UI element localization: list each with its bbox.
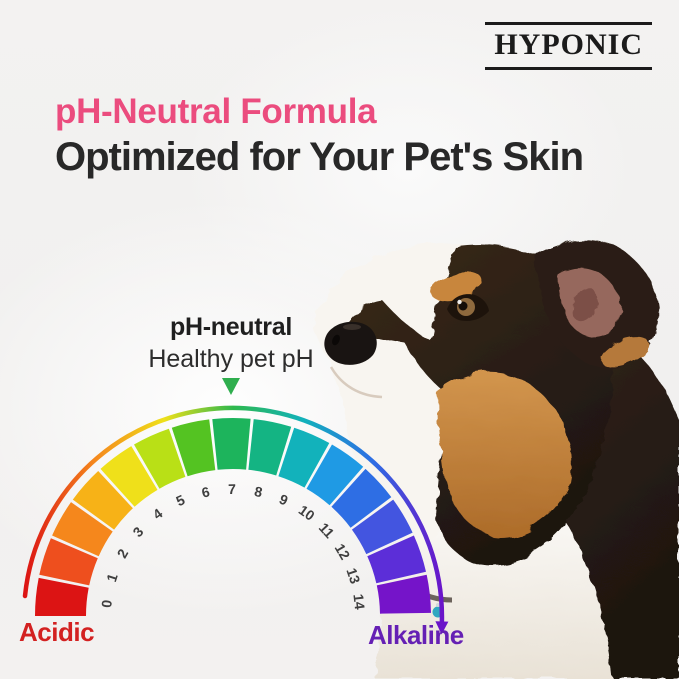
- dog-eyebrow-patch: [429, 271, 483, 301]
- ph-segment-9: [278, 427, 330, 488]
- ph-segment-13: [367, 535, 426, 584]
- headline-main: Optimized for Your Pet's Skin: [55, 135, 584, 179]
- ph-segment-14: [376, 574, 431, 614]
- ph-segment-2: [52, 502, 113, 557]
- ph-segment-12: [351, 499, 413, 555]
- gauge-rainbow-arc: [22, 405, 445, 624]
- ph-tick-label: 11: [316, 519, 338, 541]
- ph-segment-5: [134, 428, 186, 489]
- ph-tick-label: 0: [98, 599, 115, 609]
- ph-tick-label: 3: [129, 523, 146, 540]
- dog-eye-glint: [457, 299, 462, 305]
- ph-callout-title: pH-neutral: [169, 313, 292, 341]
- ph-segment-8: [248, 419, 292, 476]
- ph-segment-1: [39, 538, 98, 586]
- ph-segment-3: [72, 471, 133, 530]
- dog-nostril: [332, 334, 340, 346]
- headline-accent: pH-Neutral Formula: [55, 92, 377, 131]
- ph-tick-label: 6: [200, 483, 211, 500]
- ph-callout: pH-neutral Healthy pet pH: [106, 313, 356, 374]
- gauge-label-alkaline: Alkaline: [368, 620, 464, 650]
- ph-tick-label: 1: [103, 571, 121, 583]
- ph-segment-10: [306, 444, 364, 506]
- dog-nose-highlight: [343, 324, 361, 330]
- ph-tick-label: 7: [228, 481, 236, 497]
- ph-tick-label: 8: [253, 483, 264, 500]
- ph-segment-11: [331, 468, 392, 528]
- dog-nose: [324, 321, 377, 365]
- ph-segment-7: [212, 418, 251, 470]
- ph-tick-label: 12: [332, 541, 354, 563]
- ph-tick-label: 9: [277, 491, 291, 509]
- ph-tick-label: 10: [296, 502, 318, 524]
- dog-mouth-line: [329, 366, 383, 399]
- pointer-triangle: [222, 378, 240, 395]
- brand-name: HYPONIC: [494, 28, 643, 61]
- gauge-label-acidic: Acidic: [19, 617, 95, 647]
- ph-tick-label: 13: [343, 566, 363, 586]
- brand-logo: HYPONIC: [485, 22, 652, 70]
- ph-tick-label: 2: [114, 546, 132, 561]
- ph-segment-4: [100, 446, 158, 507]
- dog-collar-ring: [436, 603, 440, 607]
- dog-cheek-patch: [437, 372, 572, 537]
- ph-segment-6: [171, 419, 216, 477]
- dog-ear-shadow: [572, 287, 598, 323]
- ph-tick-label: 14: [350, 593, 368, 610]
- dog-ear-fringe: [600, 337, 650, 367]
- ph-tick-label: 5: [174, 491, 188, 509]
- ph-tick-label: 4: [150, 505, 166, 523]
- ph-segment-0: [35, 577, 89, 616]
- ph-callout-subtitle: Healthy pet pH: [148, 345, 314, 373]
- gauge-arrowhead: [435, 621, 449, 635]
